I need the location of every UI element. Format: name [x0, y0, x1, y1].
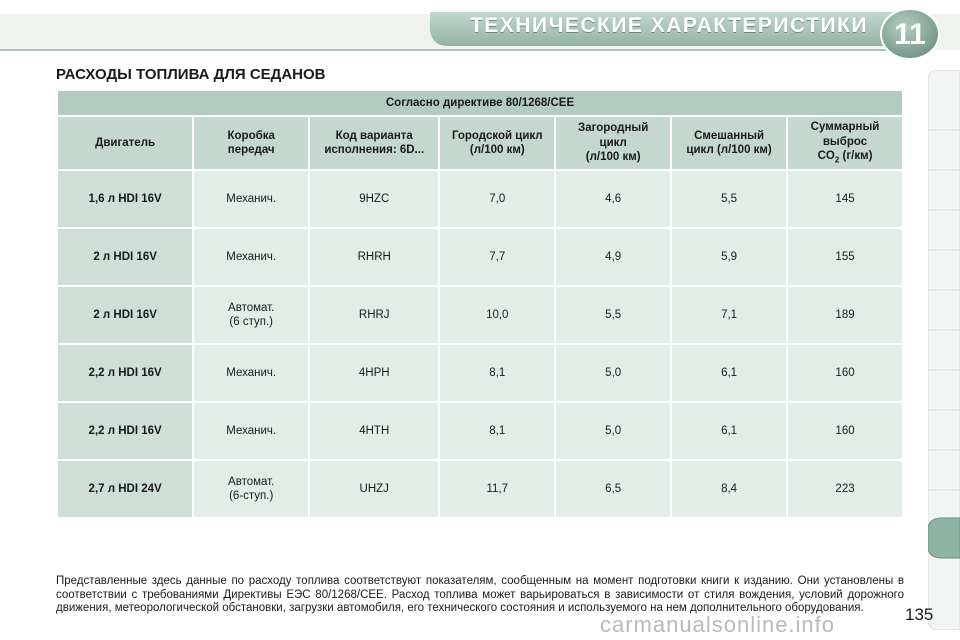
extra-urban-cell: 5,0	[556, 345, 671, 401]
table-row: 1,6 л HDI 16V Механич. 9HZC 7,0 4,6 5,5 …	[58, 171, 902, 227]
fuel-consumption-table: Согласно директиве 80/1268/CEE Двигатель…	[56, 89, 904, 519]
combined-cell: 5,5	[672, 171, 787, 227]
column-header-urban: Городской цикл (л/100 км)	[440, 117, 555, 169]
column-header-code: Код варианта исполнения: 6D...	[310, 117, 439, 169]
co2-cell: 155	[788, 229, 902, 285]
column-header-engine: Двигатель	[58, 117, 193, 169]
combined-cell: 7,1	[672, 287, 787, 343]
urban-cell: 7,0	[440, 171, 555, 227]
engine-cell: 2,2 л HDI 16V	[58, 403, 193, 459]
table-row: 2,2 л HDI 16V Механич. 4HTH 8,1 5,0 6,1 …	[58, 403, 902, 459]
code-cell: RHRJ	[310, 287, 439, 343]
urban-cell: 10,0	[440, 287, 555, 343]
co2-cell: 160	[788, 403, 902, 459]
column-header-gearbox: Коробка передач	[194, 117, 309, 169]
footnote-paragraph: Представленные здесь данные по расходу т…	[56, 575, 904, 614]
gearbox-cell: Механич.	[194, 345, 309, 401]
co2-cell: 189	[788, 287, 902, 343]
code-cell: 9HZC	[310, 171, 439, 227]
urban-cell: 7,7	[440, 229, 555, 285]
combined-cell: 6,1	[672, 403, 787, 459]
co2-cell: 145	[788, 171, 902, 227]
gearbox-cell: Автомат. (6 ступ.)	[194, 287, 309, 343]
engine-cell: 2 л HDI 16V	[58, 229, 193, 285]
co2-cell: 160	[788, 345, 902, 401]
code-cell: 4HPH	[310, 345, 439, 401]
chapter-number: 11	[894, 18, 926, 51]
column-header-extra-urban: Загородный цикл (л/100 км)	[556, 117, 671, 169]
table-row: 2,7 л HDI 24V Автомат. (6-ступ.) UHZJ 11,…	[58, 461, 902, 517]
co2-cell: 223	[788, 461, 902, 517]
gearbox-cell: Механич.	[194, 171, 309, 227]
column-header-co2: Суммарный выброс CO2 (г/км)	[788, 117, 902, 169]
extra-urban-cell: 4,9	[556, 229, 671, 285]
extra-urban-cell: 4,6	[556, 171, 671, 227]
header-band	[0, 12, 960, 51]
urban-cell: 8,1	[440, 345, 555, 401]
engine-cell: 2 л HDI 16V	[58, 287, 193, 343]
gearbox-cell: Автомат. (6-ступ.)	[194, 461, 309, 517]
urban-cell: 11,7	[440, 461, 555, 517]
watermark: carmanualsonline.info	[600, 612, 836, 637]
combined-cell: 8,4	[672, 461, 787, 517]
chapter-badge	[880, 8, 940, 60]
extra-urban-cell: 6,5	[556, 461, 671, 517]
table-row: 2,2 л HDI 16V Механич. 4HPH 8,1 5,0 6,1 …	[58, 345, 902, 401]
table-caption: Согласно директиве 80/1268/CEE	[58, 91, 902, 115]
section-title: РАСХОДЫ ТОПЛИВА ДЛЯ СЕДАНОВ	[56, 66, 326, 83]
page-number: 135	[905, 605, 934, 624]
combined-cell: 5,9	[672, 229, 787, 285]
chapter-tab-strip	[928, 70, 960, 630]
chapter-title: ТЕХНИЧЕСКИЕ ХАРАКТЕРИСТИКИ	[469, 14, 868, 37]
engine-cell: 2,7 л HDI 24V	[58, 461, 193, 517]
column-header-combined: Смешанный цикл (л/100 км)	[672, 117, 787, 169]
engine-cell: 2,2 л HDI 16V	[58, 345, 193, 401]
gearbox-cell: Механич.	[194, 229, 309, 285]
urban-cell: 8,1	[440, 403, 555, 459]
code-cell: UHZJ	[310, 461, 439, 517]
engine-cell: 1,6 л HDI 16V	[58, 171, 193, 227]
extra-urban-cell: 5,5	[556, 287, 671, 343]
combined-cell: 6,1	[672, 345, 787, 401]
table-row: 2 л HDI 16V Механич. RHRH 7,7 4,9 5,9 15…	[58, 229, 902, 285]
code-cell: 4HTH	[310, 403, 439, 459]
gearbox-cell: Механич.	[194, 403, 309, 459]
table-row: 2 л HDI 16V Автомат. (6 ступ.) RHRJ 10,0 …	[58, 287, 902, 343]
extra-urban-cell: 5,0	[556, 403, 671, 459]
code-cell: RHRH	[310, 229, 439, 285]
